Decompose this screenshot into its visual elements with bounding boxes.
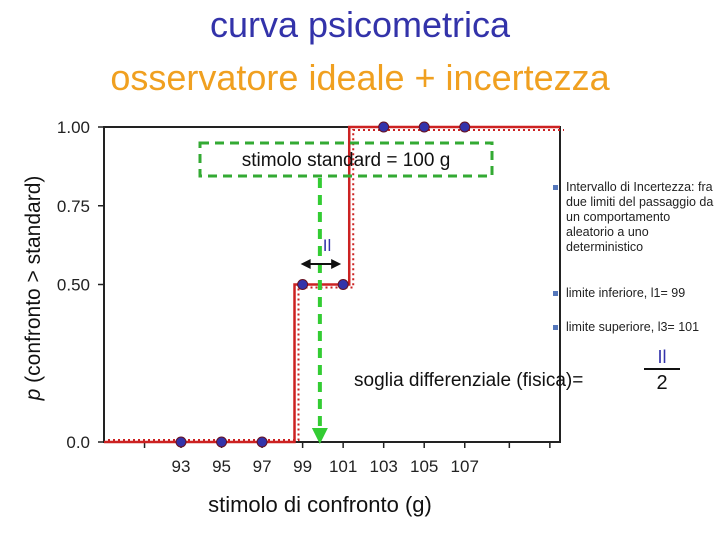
- y-tick-label: 0.50: [57, 276, 90, 295]
- x-tick-label: 103: [369, 457, 397, 476]
- data-point: [418, 121, 430, 133]
- standard-label: stimolo standard = 100 g: [242, 150, 451, 171]
- bullet-upper-limit: limite superiore, l3= 101: [552, 320, 699, 335]
- interval-arrowhead-left: [300, 259, 311, 269]
- bullet-lower-limit: limite inferiore, l1= 99: [552, 286, 685, 301]
- data-point: [175, 436, 187, 448]
- x-axis-label: stimolo di confronto (g): [208, 492, 432, 517]
- y-tick-label: 0.75: [57, 197, 90, 216]
- data-point: [216, 436, 228, 448]
- y-tick-label: 1.00: [57, 118, 90, 137]
- y-axis-label: p (confronto > standard): [22, 176, 45, 402]
- x-tick-label: 99: [293, 457, 312, 476]
- data-point: [256, 436, 268, 448]
- interval-marker-label: Il: [323, 236, 332, 255]
- fraction-denominator: 2: [656, 372, 668, 394]
- y-tick-label: 0.0: [66, 433, 90, 452]
- x-tick-label: 105: [410, 457, 438, 476]
- differential-threshold-label: soglia differenziale (fisica)=: [354, 370, 584, 391]
- interval-arrowhead-right: [331, 259, 342, 269]
- standard-line-arrowhead: [311, 428, 328, 444]
- standard-label-box: [198, 141, 494, 178]
- bullet-uncertainty-interval: Intervallo di Incertezza: fra due limiti…: [552, 180, 720, 255]
- data-point: [337, 279, 349, 290]
- threshold-fraction: Il 2: [644, 346, 680, 394]
- x-tick-label: 93: [172, 457, 191, 476]
- data-point: [297, 279, 309, 290]
- data-point: [459, 121, 471, 133]
- step-curve-dotted: [108, 129, 564, 441]
- x-tick-label: 97: [253, 457, 272, 476]
- x-tick-label: 107: [451, 457, 479, 476]
- data-point: [378, 121, 390, 133]
- chart-title-line2: osservatore ideale + incertezza: [110, 57, 610, 98]
- fraction-numerator: Il: [657, 347, 667, 367]
- x-tick-label: 101: [329, 457, 357, 476]
- chart-title-line1: curva psicometrica: [209, 4, 511, 45]
- fraction-bar: [644, 368, 680, 370]
- x-tick-label: 95: [212, 457, 231, 476]
